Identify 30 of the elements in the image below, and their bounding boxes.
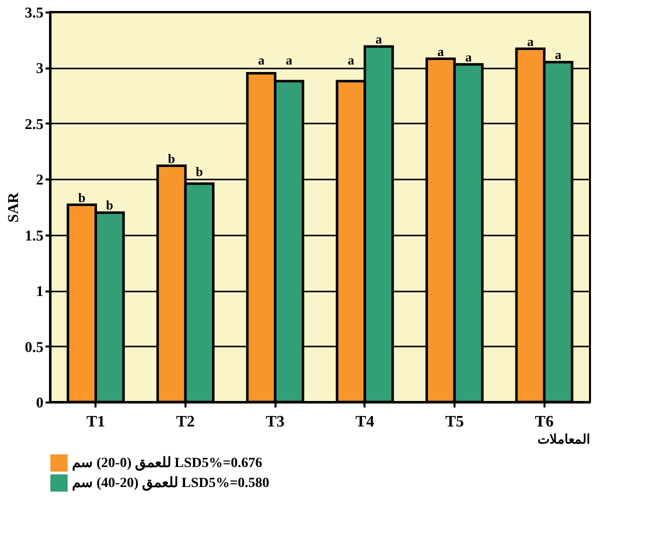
data-label: b: [106, 198, 114, 213]
y-tick-label: 0: [36, 396, 44, 412]
y-tick-label: 0.5: [24, 340, 44, 356]
x-tick-label: T1: [86, 414, 106, 430]
y-axis-title: SAR: [6, 192, 22, 223]
x-axis-title: المعاملات: [538, 432, 590, 446]
data-label: b: [168, 150, 176, 166]
y-tick-label: 1.5: [24, 228, 44, 244]
x-tick-label: T6: [534, 414, 554, 430]
data-label: a: [527, 34, 534, 49]
data-label: a: [465, 49, 472, 64]
data-label: a: [437, 44, 444, 59]
y-tick-label: 3: [36, 61, 44, 78]
x-tick-label: T5: [445, 414, 464, 430]
data-label: a: [376, 32, 383, 47]
data-label: b: [78, 190, 86, 205]
x-tick-label: T3: [266, 414, 284, 430]
data-label: a: [286, 52, 293, 68]
data-label: a: [258, 52, 265, 68]
x-tick-label: T4: [356, 414, 374, 430]
y-tick-label: 3.5: [24, 6, 44, 22]
data-label: a: [554, 47, 562, 62]
data-label: a: [348, 52, 355, 68]
y-tick-label: 2: [36, 172, 44, 189]
legend-label: للعمق (20-40) سم LSD5%=0.580: [72, 476, 270, 491]
data-label: b: [196, 164, 203, 180]
y-tick-label: 2.5: [24, 116, 44, 133]
legend-label: للعمق (0-20) سم LSD5%=0.676: [72, 456, 262, 471]
y-tick-label: 1: [36, 284, 44, 300]
x-tick-label: T2: [176, 414, 195, 430]
